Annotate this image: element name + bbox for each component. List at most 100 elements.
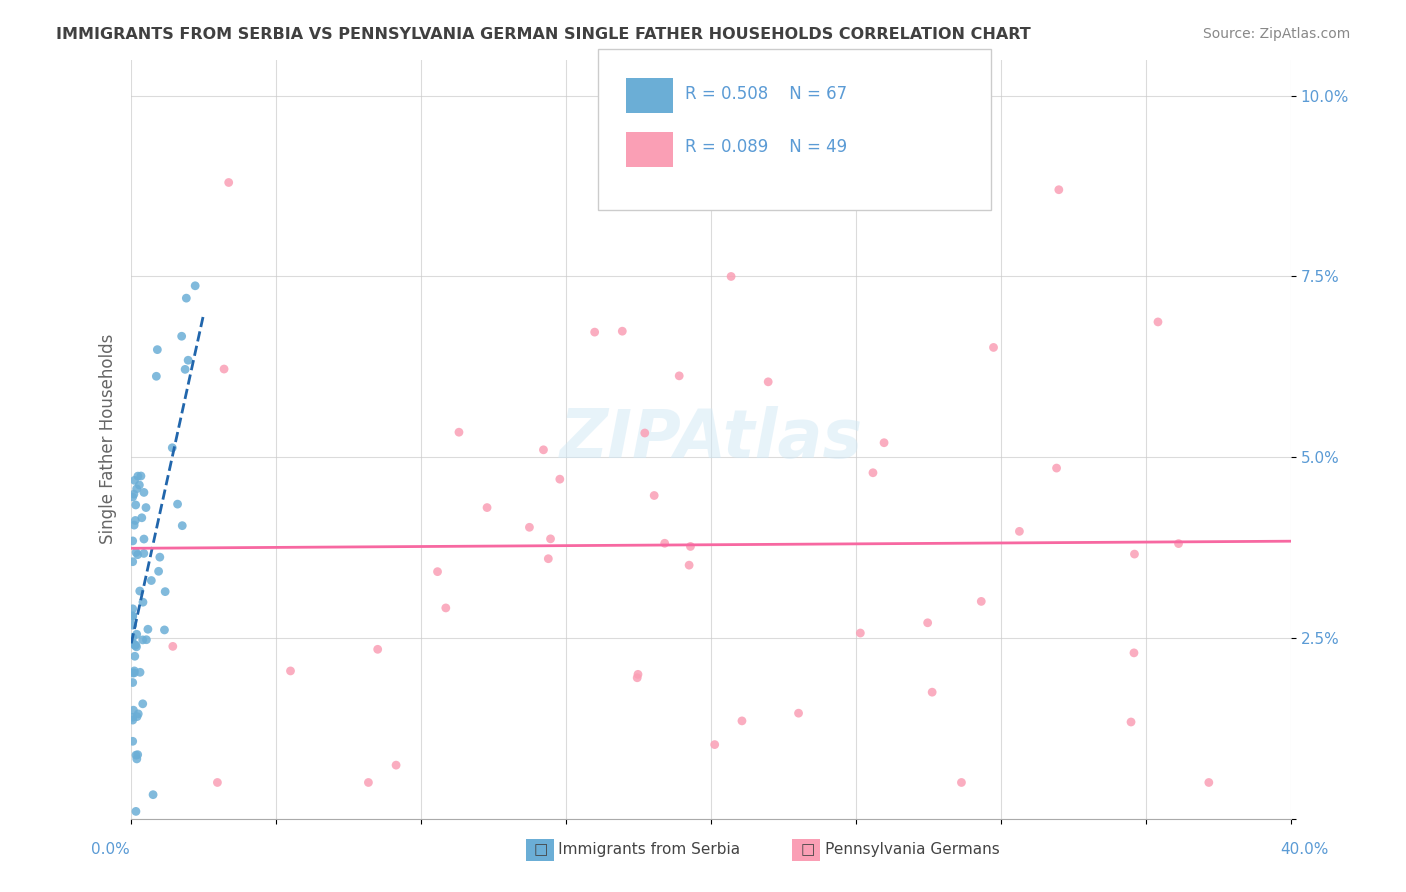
Text: IMMIGRANTS FROM SERBIA VS PENNSYLVANIA GERMAN SINGLE FATHER HOUSEHOLDS CORRELATI: IMMIGRANTS FROM SERBIA VS PENNSYLVANIA G…: [56, 27, 1031, 42]
Point: [131, 510, 153, 524]
Point: [122, 487, 145, 501]
Point: [627, 667, 650, 681]
Point: [1045, 461, 1067, 475]
Point: [1123, 646, 1146, 660]
Point: [141, 574, 163, 588]
Text: R = 0.508    N = 67: R = 0.508 N = 67: [685, 85, 846, 103]
Point: [125, 498, 148, 512]
Point: [127, 469, 149, 483]
Point: [950, 775, 973, 789]
Point: [1167, 536, 1189, 550]
Point: [537, 551, 560, 566]
Point: [162, 640, 184, 654]
Point: [128, 584, 150, 599]
Point: [703, 738, 725, 752]
Point: [184, 278, 207, 293]
Point: [176, 291, 198, 305]
Point: [127, 548, 149, 562]
Text: 40.0%: 40.0%: [1281, 842, 1329, 856]
Point: [612, 324, 634, 338]
Point: [280, 664, 302, 678]
Point: [125, 752, 148, 766]
Text: R = 0.089    N = 49: R = 0.089 N = 49: [685, 138, 846, 156]
Point: [121, 533, 143, 548]
Point: [983, 340, 1005, 354]
Point: [125, 627, 148, 641]
Point: [142, 788, 165, 802]
Point: [127, 747, 149, 762]
Point: [679, 540, 702, 554]
Point: [756, 375, 779, 389]
Point: [125, 545, 148, 559]
Point: [218, 176, 240, 190]
Point: [548, 472, 571, 486]
Point: [132, 546, 155, 560]
Point: [121, 608, 143, 623]
Point: [162, 441, 184, 455]
Point: [426, 565, 449, 579]
Point: [153, 584, 176, 599]
Point: [146, 343, 169, 357]
Point: [124, 513, 146, 527]
Point: [124, 638, 146, 652]
Point: [357, 775, 380, 789]
Point: [121, 631, 143, 645]
Point: [166, 497, 188, 511]
Point: [121, 490, 143, 504]
Point: [212, 362, 235, 376]
Point: [385, 758, 408, 772]
Point: [125, 640, 148, 654]
Point: [678, 558, 700, 573]
Text: ZIPAtlas: ZIPAtlas: [560, 406, 862, 472]
Point: [668, 368, 690, 383]
Point: [125, 805, 148, 819]
Point: [149, 550, 172, 565]
Point: [132, 595, 155, 609]
Point: [136, 622, 159, 636]
Point: [1123, 547, 1146, 561]
Point: [720, 269, 742, 284]
Point: [475, 500, 498, 515]
Y-axis label: Single Father Households: Single Father Households: [100, 334, 117, 544]
Point: [132, 485, 155, 500]
Point: [917, 615, 939, 630]
Point: [731, 714, 754, 728]
Point: [145, 369, 167, 384]
Point: [540, 532, 562, 546]
Point: [172, 518, 194, 533]
Point: [583, 325, 606, 339]
Point: [153, 623, 176, 637]
Point: [207, 775, 229, 789]
Point: [643, 488, 665, 502]
Point: [519, 520, 541, 534]
Point: [862, 466, 884, 480]
Point: [132, 532, 155, 546]
Point: [121, 636, 143, 650]
Point: [135, 632, 157, 647]
Point: [121, 602, 143, 616]
Point: [124, 649, 146, 664]
Point: [125, 638, 148, 652]
Point: [121, 675, 143, 690]
Point: [121, 618, 143, 632]
Point: [177, 353, 200, 368]
Point: [1147, 315, 1170, 329]
Point: [132, 632, 155, 647]
Point: [1047, 183, 1070, 197]
Point: [170, 329, 193, 343]
Point: [121, 555, 143, 569]
Point: [127, 706, 149, 721]
Text: Source: ZipAtlas.com: Source: ZipAtlas.com: [1202, 27, 1350, 41]
Point: [921, 685, 943, 699]
Point: [129, 469, 152, 483]
Point: [970, 594, 993, 608]
Text: 0.0%: 0.0%: [91, 842, 131, 856]
Point: [1008, 524, 1031, 539]
Point: [135, 500, 157, 515]
Point: [128, 478, 150, 492]
Point: [174, 362, 197, 376]
Point: [125, 482, 148, 496]
Point: [132, 697, 155, 711]
Point: [1198, 775, 1220, 789]
Point: [122, 665, 145, 680]
